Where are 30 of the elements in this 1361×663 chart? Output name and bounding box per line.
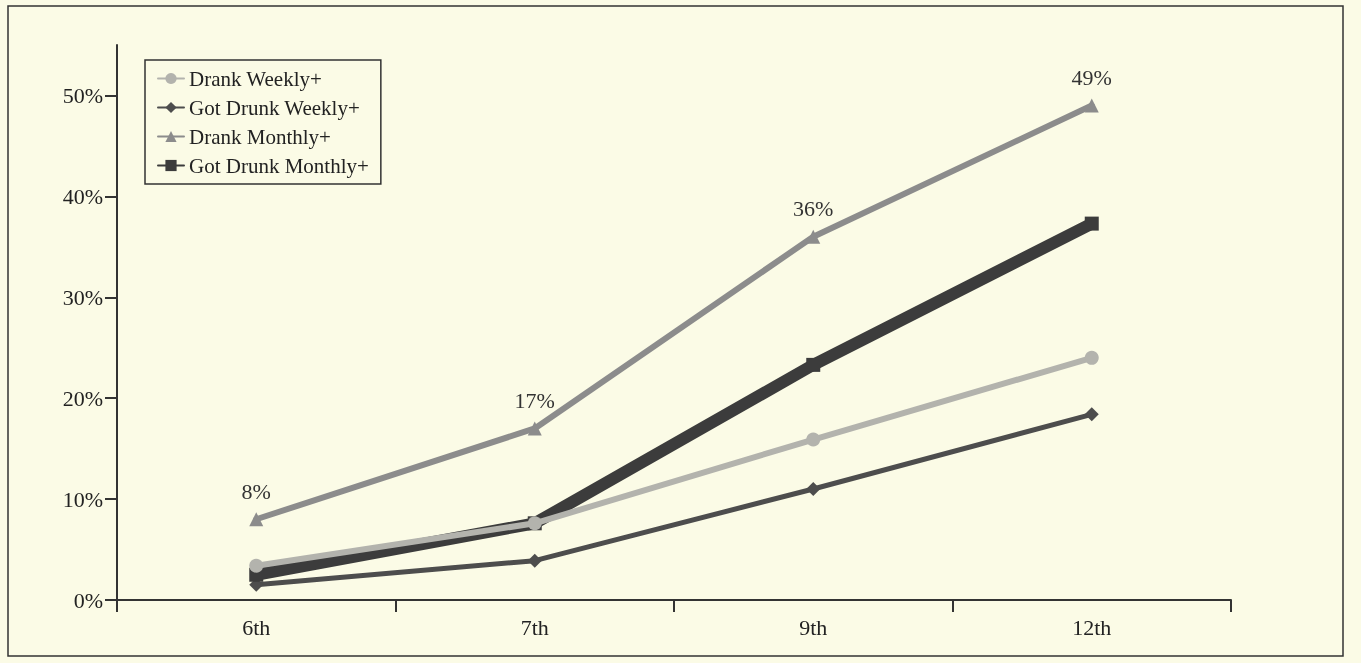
point [527, 553, 542, 568]
point [806, 482, 821, 496]
data-label: 8% [241, 478, 271, 504]
point [806, 357, 821, 372]
y-tick-label: 40% [62, 183, 103, 209]
point [1084, 407, 1099, 422]
x-tick-label: 7th [520, 614, 549, 640]
data-label: 49% [1071, 65, 1112, 91]
point [527, 421, 542, 436]
legend-label: Drank Weekly+ [189, 66, 322, 91]
data-label: 17% [514, 387, 555, 413]
x-tick-label: 6th [242, 614, 271, 640]
y-tick-label: 20% [62, 385, 103, 411]
point [249, 512, 264, 527]
legend-label: Drank Monthly+ [189, 124, 331, 149]
legend-label: Got Drunk Monthly+ [189, 153, 369, 178]
y-tick-label: 10% [62, 486, 103, 512]
y-tick-label: 0% [73, 587, 103, 613]
point [806, 229, 821, 244]
point [1084, 216, 1099, 231]
point [1084, 350, 1099, 365]
x-tick-label: 9th [799, 614, 828, 640]
point [806, 432, 821, 447]
y-tick-label: 30% [62, 284, 103, 310]
data-label: 36% [793, 196, 834, 222]
y-tick-label: 50% [62, 82, 103, 108]
point [1084, 98, 1099, 113]
point [249, 558, 264, 573]
legend-label: Got Drunk Weekly+ [189, 95, 360, 120]
x-tick-label: 12th [1072, 614, 1112, 640]
